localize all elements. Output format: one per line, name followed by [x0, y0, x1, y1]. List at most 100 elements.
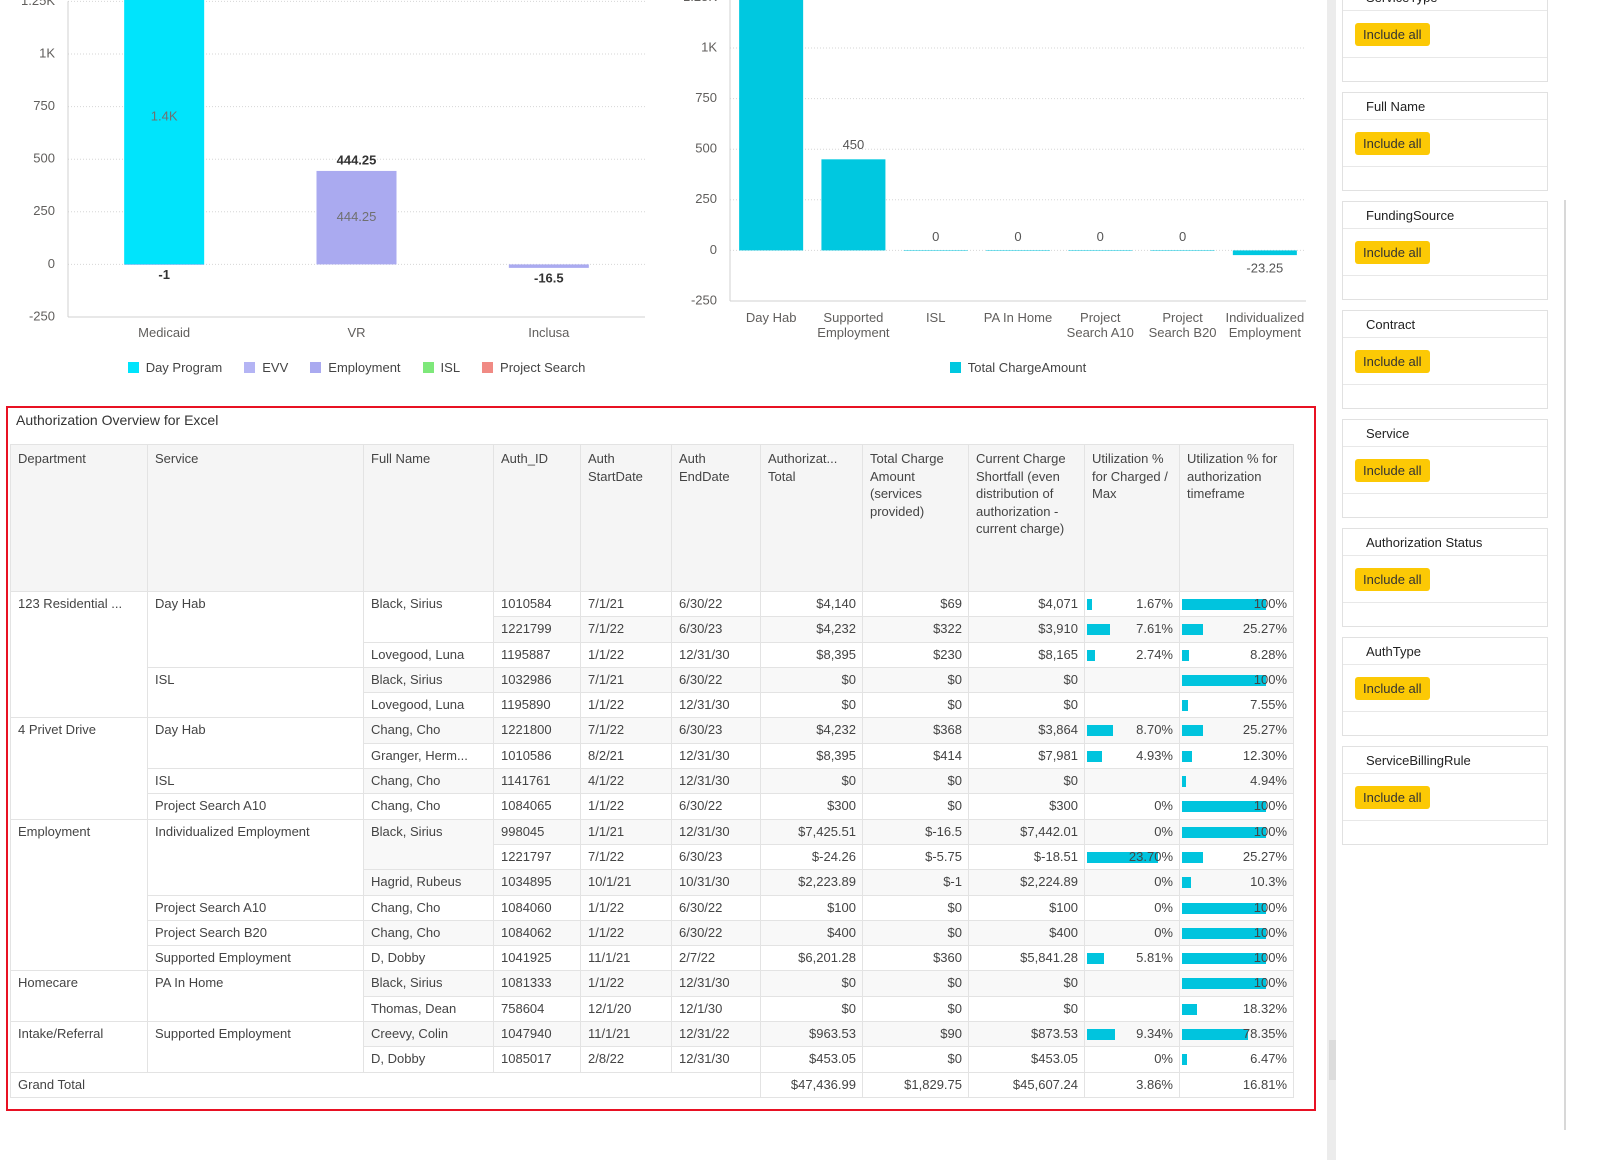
legend-item: Day Program	[127, 360, 223, 375]
data-bar	[1182, 877, 1191, 889]
cell: Black, Sirius	[363, 666, 494, 694]
cell: $0	[862, 768, 969, 795]
column-header: Department	[10, 444, 148, 592]
cell-value: 100%	[1253, 924, 1287, 940]
x-tick-label: Supported Employment	[817, 310, 890, 340]
bar	[986, 250, 1050, 251]
cell: 100%	[1179, 666, 1294, 694]
filter-header[interactable]: Service	[1343, 420, 1547, 447]
y-tick-label: 1K	[39, 45, 55, 60]
y-tick-label: 500	[695, 141, 717, 156]
cell: Employment	[10, 818, 148, 972]
cell: 4.94%	[1179, 768, 1294, 795]
cell: $0	[862, 793, 969, 820]
scrollbar[interactable]	[1564, 200, 1566, 1130]
filter-card: Service Include all	[1342, 419, 1548, 518]
cell: 1195890	[493, 692, 581, 719]
cell: 1.67%	[1084, 590, 1180, 618]
bar	[1150, 250, 1215, 251]
table-row: Employment Individualized Employment Black…	[10, 818, 1294, 972]
pane-handle[interactable]	[1329, 1040, 1336, 1080]
cell: 1010584	[493, 590, 581, 618]
cell: Thomas, Dean	[363, 995, 494, 1023]
table-row: 4 Privet Drive Day Hab Chang, Cho 1221800 7/…	[10, 717, 1294, 820]
cell: 7/1/21	[580, 666, 672, 694]
cell: Grand Total	[10, 1071, 761, 1098]
filter-header[interactable]: ServiceBillingRule	[1343, 747, 1547, 774]
include-all-button[interactable]: Include all	[1355, 23, 1430, 46]
cell: $7,981	[968, 742, 1085, 770]
cell-value: 100%	[1253, 950, 1287, 966]
cell: $0	[862, 995, 969, 1023]
filter-header[interactable]: AuthType	[1343, 638, 1547, 665]
include-all-button[interactable]: Include all	[1355, 568, 1430, 591]
include-all-button[interactable]: Include all	[1355, 350, 1430, 373]
table-row: Project Search A10 Chang, Cho 1084060 1/1/2…	[11, 894, 1294, 921]
filter-title: ServiceType	[1366, 0, 1438, 5]
cell: $2,224.89	[968, 869, 1085, 896]
include-all-button[interactable]: Include all	[1355, 241, 1430, 264]
include-all-button[interactable]: Include all	[1355, 677, 1430, 700]
data-bar	[1087, 1029, 1115, 1041]
bar	[821, 159, 886, 251]
table-row: ISL Black, Sirius 1032986 7/1/21 6/30/22 $0 $0…	[11, 666, 1294, 719]
cell: $47,436.99	[760, 1071, 863, 1098]
legend: Day Program EVV Employment ISL Project Searc…	[68, 360, 645, 375]
table-row: Supported Employment D, Dobby 1041925 11/1/…	[11, 945, 1294, 972]
include-all-button[interactable]: Include all	[1355, 132, 1430, 155]
data-bar	[1182, 801, 1266, 813]
cell: 7/1/22	[580, 843, 672, 871]
separator	[1343, 166, 1547, 167]
column-header: Utilization % for Charged / Max	[1084, 444, 1180, 592]
data-bar	[1182, 725, 1204, 737]
cell: 12/31/30	[671, 742, 761, 770]
total-label: 444.25	[337, 152, 377, 167]
cell: ISL	[147, 666, 364, 719]
cell: 1/1/22	[580, 894, 672, 921]
cell: Black, Sirius	[363, 970, 494, 997]
legend-swatch	[422, 362, 434, 373]
cell: 1034895	[493, 869, 581, 896]
selection-box	[6, 406, 1316, 1111]
filter-header[interactable]: Contract	[1343, 311, 1547, 338]
filter-header[interactable]: Full Name	[1343, 93, 1547, 120]
cell: 25.27%	[1179, 616, 1294, 643]
data-bar	[1182, 927, 1266, 939]
y-tick-label: 750	[695, 90, 717, 105]
data-label: 0	[932, 229, 939, 244]
x-tick-label: Inclusa	[528, 325, 570, 340]
cell: 5.81%	[1084, 945, 1180, 972]
legend-swatch	[482, 362, 494, 373]
filter-header[interactable]: FundingSource	[1343, 202, 1547, 229]
cell	[1084, 995, 1180, 1023]
cell: $7,442.01	[968, 818, 1085, 845]
filter-card: Authorization Status Include all	[1342, 528, 1548, 627]
cell: $963.53	[760, 1021, 863, 1048]
data-bar	[1182, 599, 1266, 610]
cell: Chang, Cho	[363, 768, 494, 795]
table-row: 1221799 7/1/22 6/30/23 $4,232 $322 $3,910 7.61…	[11, 616, 1294, 643]
filter-header[interactable]: Authorization Status	[1343, 529, 1547, 556]
filter-card: AuthType Include all	[1342, 637, 1548, 736]
bar	[124, 0, 205, 265]
cell: 8.70%	[1084, 717, 1180, 744]
cell	[1084, 970, 1180, 997]
cell: 100%	[1179, 945, 1294, 972]
include-all-button[interactable]: Include all	[1355, 786, 1430, 809]
cell: 12/31/30	[671, 692, 761, 719]
data-label: 0	[1097, 229, 1104, 244]
data-bar	[1182, 826, 1266, 838]
filter-header[interactable]: ServiceType	[1343, 0, 1547, 11]
table-row: Intake/Referral Supported Employment Creev…	[10, 1021, 1294, 1073]
cell: $7,425.51	[760, 818, 863, 845]
data-bar	[1087, 725, 1113, 737]
include-all-button[interactable]: Include all	[1355, 459, 1430, 482]
data-bar	[1182, 1029, 1248, 1041]
legend-label: Day Program	[145, 360, 223, 375]
cell: 0%	[1084, 919, 1180, 947]
separator	[1343, 711, 1547, 712]
cell: 10.3%	[1179, 869, 1294, 896]
cell-value: 100%	[1253, 899, 1287, 915]
cell: 23.70%	[1084, 843, 1180, 871]
cell	[1084, 666, 1180, 694]
